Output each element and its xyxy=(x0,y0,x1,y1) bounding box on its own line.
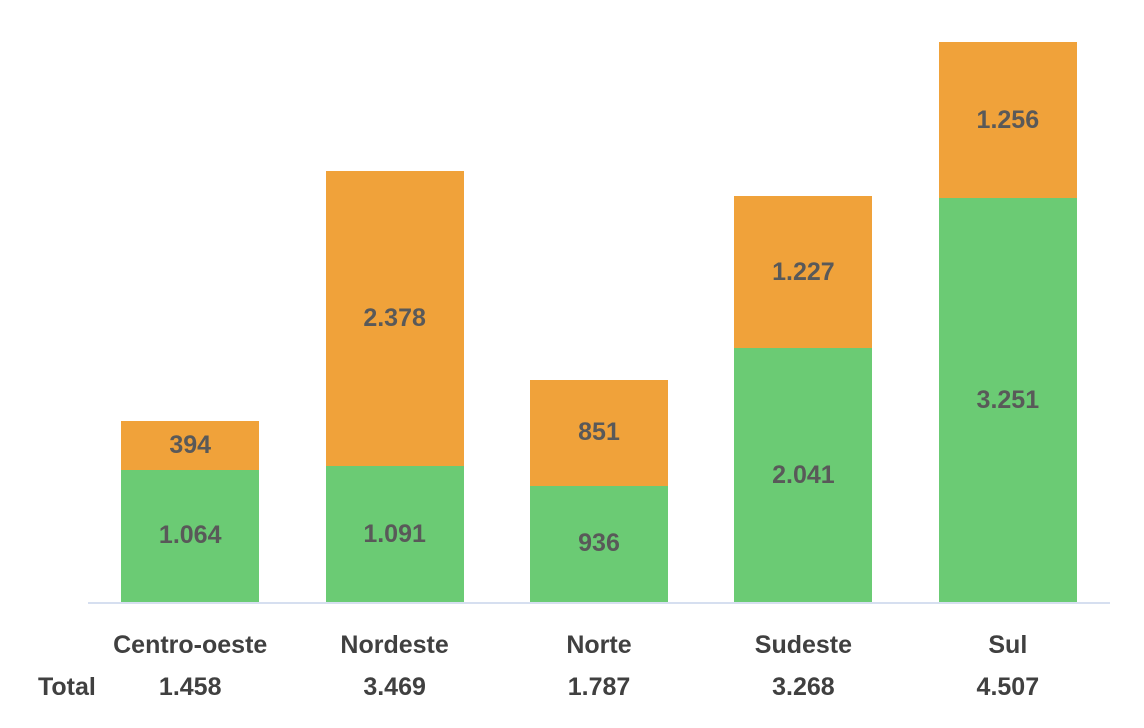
green-series-segment: 3.251 xyxy=(938,198,1077,602)
stacked-bar-sudeste: 1.227 2.041 xyxy=(734,195,873,602)
bar-column-nordeste: 2.378 1.091 xyxy=(292,42,496,602)
stacked-bar-sul: 1.256 3.251 xyxy=(938,42,1077,602)
total-value-sul: 4.507 xyxy=(976,673,1040,701)
green-series-segment: 2.041 xyxy=(734,348,873,602)
x-axis-label-sul: Sul xyxy=(988,631,1028,659)
bar-column-centro-oeste: 394 1.064 xyxy=(88,42,292,602)
orange-series-value-label: 1.227 xyxy=(772,257,835,286)
plot-area: 394 1.064 2.378 1.091 851 936 1.227 2.041 1.256 3… xyxy=(88,42,1110,604)
green-series-value-label: 1.091 xyxy=(363,519,426,548)
x-axis-label-sudeste: Sudeste xyxy=(754,631,853,659)
stacked-bar-nordeste: 2.378 1.091 xyxy=(325,170,464,602)
orange-series-segment: 1.227 xyxy=(734,195,873,349)
green-series-value-label: 3.251 xyxy=(976,385,1040,414)
total-value-nordeste: 3.469 xyxy=(363,673,426,701)
green-series-segment: 1.064 xyxy=(121,469,260,602)
orange-series-value-label: 394 xyxy=(169,430,212,459)
orange-series-segment: 1.256 xyxy=(938,42,1077,199)
orange-series-value-label: 2.378 xyxy=(363,304,426,333)
x-axis-label-centro-oeste: Centro-oeste xyxy=(113,631,268,659)
bar-column-norte: 851 936 xyxy=(497,42,701,602)
bar-column-sudeste: 1.227 2.041 xyxy=(701,42,905,602)
green-series-value-label: 936 xyxy=(578,529,620,558)
orange-series-value-label: 851 xyxy=(578,418,620,447)
orange-series-segment: 394 xyxy=(121,420,260,470)
green-series-segment: 936 xyxy=(530,485,669,602)
orange-series-segment: 2.378 xyxy=(325,170,464,467)
x-axis-label-nordeste: Nordeste xyxy=(340,631,449,659)
stacked-bar-centro-oeste: 394 1.064 xyxy=(121,420,260,602)
green-series-value-label: 2.041 xyxy=(772,460,835,489)
total-value-norte: 1.787 xyxy=(567,673,631,701)
orange-series-value-label: 1.256 xyxy=(976,105,1040,134)
green-series-value-label: 1.064 xyxy=(158,521,222,550)
green-series-segment: 1.091 xyxy=(325,466,464,602)
bar-column-sul: 1.256 3.251 xyxy=(906,42,1110,602)
stacked-bar-norte: 851 936 xyxy=(530,379,669,602)
orange-series-segment: 851 xyxy=(530,379,669,486)
x-axis-labels: Centro-oeste Nordeste Norte Sudeste Sul xyxy=(88,630,1110,660)
x-axis-label-norte: Norte xyxy=(566,631,632,659)
total-value-sudeste: 3.268 xyxy=(772,673,835,701)
totals-row-header: Total xyxy=(38,673,96,701)
totals-row: 1.458 3.469 1.787 3.268 4.507 xyxy=(88,672,1110,702)
total-value-centro-oeste: 1.458 xyxy=(158,673,222,701)
